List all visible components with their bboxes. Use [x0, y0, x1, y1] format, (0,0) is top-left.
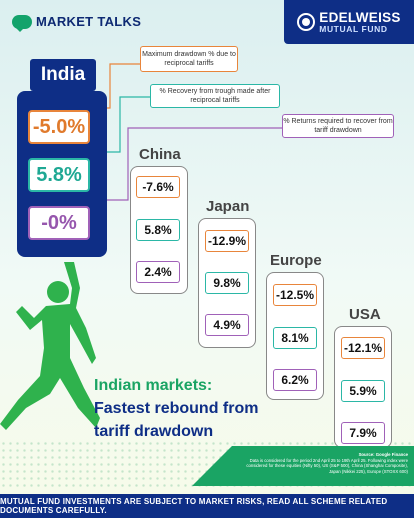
required-connector [92, 127, 282, 201]
brand-name: EDELWEISS [319, 9, 401, 25]
market-talks-badge: MARKET TALKS [12, 14, 142, 32]
country-name-china: China [139, 146, 181, 163]
japan-drawdown: -12.9% [205, 230, 249, 252]
europe-drawdown: -12.5% [273, 284, 317, 306]
disclaimer-footer: MUTUAL FUND INVESTMENTS ARE SUBJECT TO M… [0, 494, 414, 518]
chat-bubble-icon [12, 14, 32, 32]
china-drawdown: -7.6% [136, 176, 180, 198]
india-required: -0% [28, 206, 90, 240]
edelweiss-logo-icon [297, 13, 316, 31]
required-legend: % Returns required to recover from tarif… [282, 114, 394, 138]
headline-line-3: tariff drawdown [94, 423, 214, 440]
country-name-europe: Europe [270, 252, 322, 269]
country-name-india: India [30, 59, 96, 91]
recovery-legend: % Recovery from trough made after recipr… [150, 84, 280, 108]
japan-required: 4.9% [205, 314, 249, 336]
china-recovery: 5.8% [136, 219, 180, 241]
brand-sub: MUTUAL FUND [319, 23, 388, 34]
china-required: 2.4% [136, 261, 180, 283]
japan-recovery: 9.8% [205, 272, 249, 294]
india-drawdown: -5.0% [28, 110, 90, 144]
headline-line-1: Indian markets: [94, 377, 213, 394]
europe-required: 6.2% [273, 369, 317, 391]
source-title: Source: Google Finance [358, 452, 408, 457]
headline-line-2: Fastest rebound from [94, 400, 259, 417]
europe-recovery: 8.1% [273, 327, 317, 349]
usa-recovery: 5.9% [341, 380, 385, 402]
runner-illustration [0, 262, 100, 430]
usa-drawdown: -12.1% [341, 337, 385, 359]
india-recovery: 5.8% [28, 158, 90, 192]
country-name-japan: Japan [206, 198, 250, 215]
source-band [192, 446, 414, 486]
country-name-usa: USA [349, 306, 381, 323]
market-talks-label: MARKET TALKS [36, 14, 142, 29]
source-body: Data is considered for the period 2nd Ap… [246, 457, 408, 474]
headline: Indian markets: Fastest rebound from tar… [94, 374, 258, 443]
brand-logo: EDELWEISS MUTUAL FUND [284, 0, 414, 44]
drawdown-legend: Maximum drawdown % due to reciprocal tar… [140, 46, 238, 72]
source-note: Source: Google Finance Data is considere… [238, 452, 408, 474]
usa-required: 7.9% [341, 422, 385, 444]
